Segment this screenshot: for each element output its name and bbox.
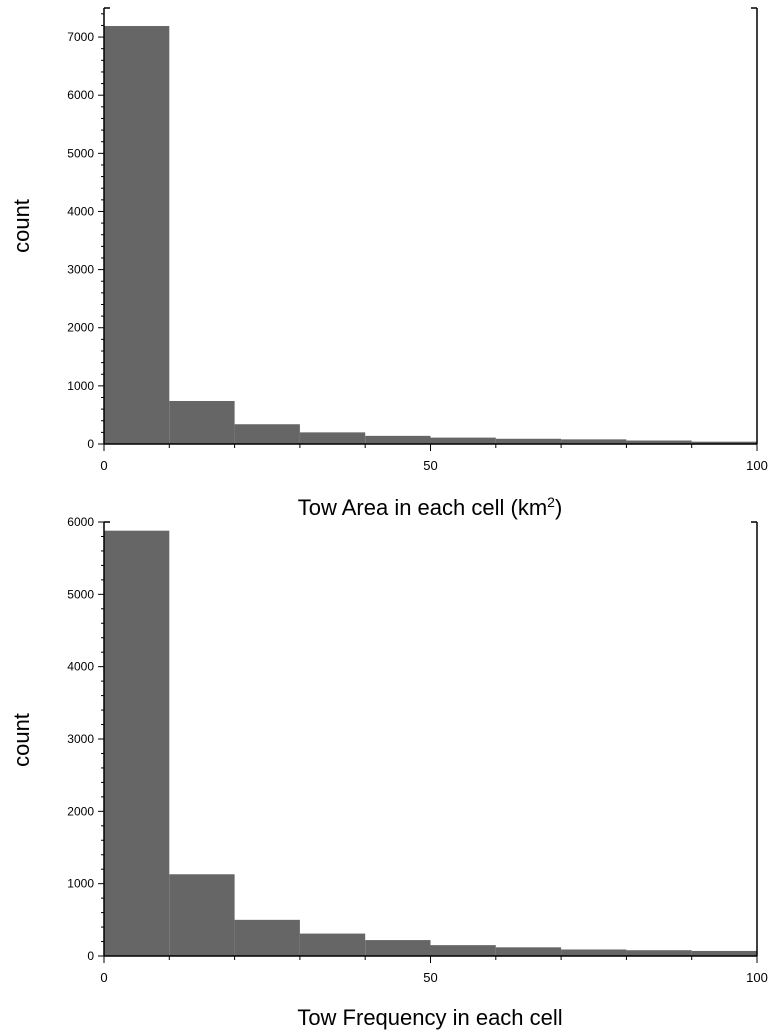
tow-area-bar <box>691 441 757 444</box>
tow-area-y-tick-label: 4000 <box>67 204 94 218</box>
tow-frequency-histogram: 0 1000 2000 3000 4000 5000 6000 0 50 100 count T… <box>9 515 768 1030</box>
tow-area-bar <box>430 437 496 444</box>
tow-area-y-tick-label: 5000 <box>67 146 94 160</box>
tow-frequency-bar <box>104 530 170 956</box>
tow-frequency-bar <box>299 933 366 956</box>
tow-area-y-axis-label: count <box>9 199 34 253</box>
tow-frequency-bar <box>234 919 300 956</box>
tow-area-x-tick-label: 50 <box>423 458 437 473</box>
tow-area-y-tick-label: 2000 <box>67 321 94 335</box>
tow-area-histogram: 0 1000 2000 3000 4000 5000 6000 7000 0 50 100 cou… <box>9 7 768 520</box>
tow-frequency-bar <box>626 950 692 956</box>
tow-area-bar <box>169 400 235 444</box>
tow-frequency-bar <box>495 947 562 956</box>
tow-area-y-tick-label: 7000 <box>67 30 94 44</box>
tow-area-y-tick-label: 0 <box>87 437 94 451</box>
tow-frequency-bar <box>691 950 757 956</box>
tow-area-bar <box>495 438 562 444</box>
tow-area-bar <box>561 439 627 444</box>
tow-frequency-y-tick-label: 5000 <box>67 587 94 601</box>
tow-frequency-bar <box>169 874 235 956</box>
tow-area-axes <box>103 7 758 445</box>
tow-frequency-bar <box>365 940 431 956</box>
tow-frequency-y-axis-label: count <box>9 713 34 767</box>
tow-frequency-x-tick-label: 50 <box>423 970 437 985</box>
tow-frequency-x-tick-label: 100 <box>746 970 768 985</box>
tow-area-y-tick-label: 6000 <box>67 88 94 102</box>
tow-frequency-x-tick-label: 0 <box>100 970 107 985</box>
tow-frequency-y-tick-label: 6000 <box>67 515 94 529</box>
tow-frequency-y-tick-label: 3000 <box>67 732 94 746</box>
tow-frequency-y-tick-label: 4000 <box>67 660 94 674</box>
tow-frequency-y-ticks: 0 1000 2000 3000 4000 5000 6000 <box>67 515 104 963</box>
tow-frequency-y-tick-label: 1000 <box>67 877 94 891</box>
tow-frequency-y-tick-label: 2000 <box>67 804 94 818</box>
tow-area-bars <box>104 26 757 445</box>
tow-area-bar <box>299 432 366 444</box>
tow-frequency-x-axis-label: Tow Frequency in each cell <box>297 1005 562 1030</box>
tow-area-y-ticks: 0 1000 2000 3000 4000 5000 6000 7000 <box>67 13 104 451</box>
tow-area-bar <box>365 435 431 444</box>
tow-area-bar <box>104 26 170 445</box>
tow-area-x-tick-label: 0 <box>100 458 107 473</box>
tow-area-x-ticks: 0 50 100 <box>100 444 768 473</box>
tow-area-y-tick-label: 1000 <box>67 379 94 393</box>
tow-frequency-bars <box>104 530 757 956</box>
tow-area-x-axis-label: Tow Area in each cell (km2) <box>298 494 563 520</box>
tow-frequency-bar <box>561 949 627 956</box>
tow-area-y-tick-label: 3000 <box>67 263 94 277</box>
tow-frequency-y-tick-label: 0 <box>87 949 94 963</box>
tow-frequency-bar <box>430 945 496 956</box>
tow-area-x-tick-label: 100 <box>746 458 768 473</box>
tow-frequency-x-ticks: 0 50 100 <box>100 956 768 985</box>
tow-area-bar <box>234 424 300 444</box>
tow-area-bar <box>626 440 692 444</box>
